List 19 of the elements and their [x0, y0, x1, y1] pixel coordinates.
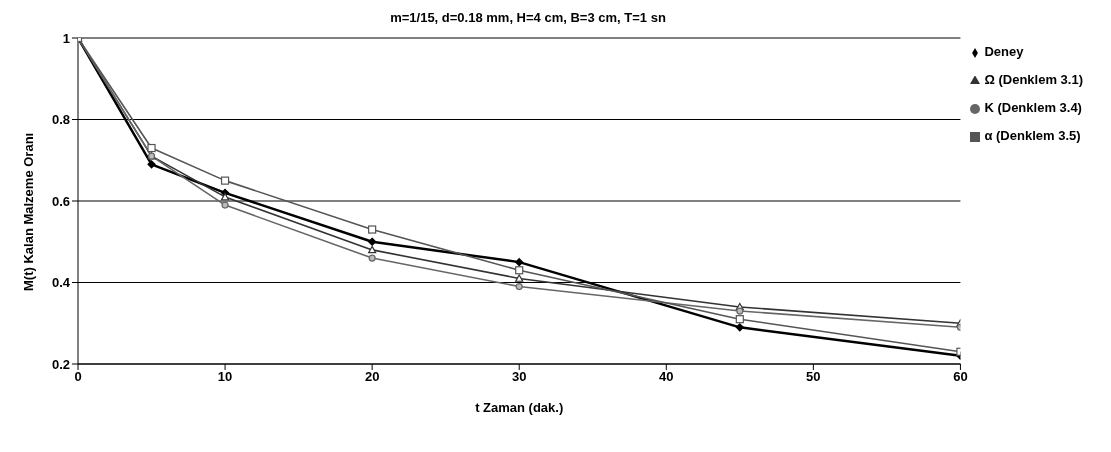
x-tick-label: 10: [217, 369, 233, 385]
x-tick-label: 60: [953, 369, 968, 385]
y-tick-label: 0.2: [51, 356, 70, 372]
y-tick-label: 0.4: [51, 275, 71, 291]
x-tick-label: 40: [659, 369, 674, 385]
legend-label: Deney: [984, 44, 1024, 59]
legend-label: K (Denklem 3.4): [984, 100, 1082, 115]
y-tick-label: 0.8: [51, 112, 70, 128]
legend-label: Ω (Denklem 3.1): [984, 72, 1083, 87]
x-tick-label: 30: [511, 369, 527, 385]
x-tick-label: 0: [74, 369, 82, 385]
y-axis-title: M(t) Kalan Malzeme Oranı: [20, 132, 36, 291]
x-axis-title: t Zaman (dak.): [475, 400, 564, 415]
x-tick-label: 20: [364, 369, 380, 385]
y-tick-label: 0.6: [51, 193, 70, 209]
y-tick-label: 1: [62, 30, 70, 46]
x-tick-label: 50: [806, 369, 821, 385]
chart-title: m=1/15, d=0.18 mm, H=4 cm, B=3 cm, T=1 sn: [389, 10, 667, 25]
legend-label: α (Denklem 3.5): [984, 128, 1081, 143]
